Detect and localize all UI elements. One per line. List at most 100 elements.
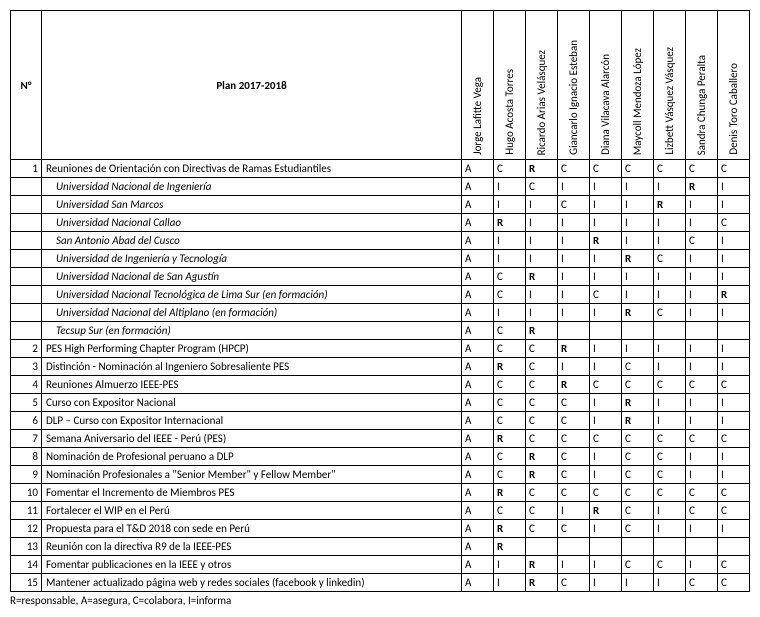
table-row: 3Distinción - Nominación al Ingeniero So… [11,358,750,376]
table-row: San Antonio Abad del CuscoAIIIRIICI [11,232,750,250]
raci-cell: C [718,484,750,502]
raci-cell: A [462,394,494,412]
raci-cell: C [622,160,654,178]
raci-cell [686,538,718,556]
row-plan: DLP – Curso con Expositor Internacional [42,412,462,430]
raci-cell: C [558,160,590,178]
raci-table: N° Plan 2017-2018 Jorge Lafitte Vega Hug… [10,10,750,592]
row-plan: Propuesta para el T&D 2018 con sede en P… [42,520,462,538]
raci-cell: A [462,358,494,376]
raci-cell: C [686,376,718,394]
raci-cell: C [494,502,526,520]
raci-cell: I [494,196,526,214]
raci-cell: C [718,214,750,232]
table-row: 4Reuniones Almuerzo IEEE-PESACCRCCCCC [11,376,750,394]
raci-cell: C [526,394,558,412]
raci-cell: I [590,340,622,358]
raci-cell [590,322,622,340]
raci-cell: C [622,430,654,448]
raci-cell: I [494,574,526,592]
table-header: N° Plan 2017-2018 Jorge Lafitte Vega Hug… [11,11,750,160]
raci-cell: A [462,286,494,304]
raci-cell [654,538,686,556]
header-person-4: Diana Vilacava Alarcón [590,11,622,160]
raci-cell: I [686,268,718,286]
raci-cell: C [494,160,526,178]
raci-cell: I [590,412,622,430]
row-num: 3 [11,358,42,376]
row-num: 1 [11,160,42,178]
raci-cell: R [494,430,526,448]
raci-cell: R [494,214,526,232]
raci-cell: C [622,502,654,520]
raci-cell: C [494,466,526,484]
raci-cell: I [526,196,558,214]
row-plan: Universidad Nacional de San Agustín [42,268,462,286]
table-row: 13Reunión con la directiva R9 de la IEEE… [11,538,750,556]
raci-cell: C [558,574,590,592]
raci-cell: I [654,286,686,304]
raci-cell: I [590,574,622,592]
raci-cell: R [686,178,718,196]
raci-cell: C [654,466,686,484]
raci-cell: C [686,160,718,178]
raci-cell: A [462,304,494,322]
raci-cell: A [462,214,494,232]
raci-cell [622,538,654,556]
raci-cell: C [654,484,686,502]
raci-cell: R [526,466,558,484]
raci-cell: R [526,574,558,592]
raci-cell: C [686,430,718,448]
header-person-0: Jorge Lafitte Vega [462,11,494,160]
table-row: 12Propuesta para el T&D 2018 con sede en… [11,520,750,538]
header-person-8: Denis Toro Caballero [718,11,750,160]
raci-cell: I [654,178,686,196]
header-plan: Plan 2017-2018 [42,11,462,160]
row-plan: Reuniones de Orientación con Directivas … [42,160,462,178]
raci-cell: I [654,520,686,538]
raci-cell: I [494,304,526,322]
row-plan: Reuniones Almuerzo IEEE-PES [42,376,462,394]
raci-cell: I [654,268,686,286]
raci-cell: C [494,394,526,412]
raci-cell: A [462,466,494,484]
raci-cell: C [494,322,526,340]
raci-cell: I [558,358,590,376]
raci-cell: A [462,160,494,178]
raci-cell: C [590,160,622,178]
row-plan: Universidad Nacional Tecnológica de Lima… [42,286,462,304]
raci-cell [686,322,718,340]
header-person-5: Maycoll Mendoza López [622,11,654,160]
raci-cell: I [686,340,718,358]
row-plan: Fomentar el Incremento de Miembros PES [42,484,462,502]
row-plan: Reunión con la directiva R9 de la IEEE-P… [42,538,462,556]
raci-cell: A [462,574,494,592]
raci-cell: I [558,502,590,520]
raci-cell: I [654,340,686,358]
row-num [11,178,42,196]
raci-cell: A [462,448,494,466]
raci-cell: C [718,574,750,592]
raci-cell: C [558,196,590,214]
raci-cell: I [686,286,718,304]
raci-cell: C [622,556,654,574]
header-person-2: Ricardo Arias Velásquez [526,11,558,160]
raci-cell: C [686,232,718,250]
raci-cell: C [622,466,654,484]
raci-cell: A [462,196,494,214]
raci-cell: I [558,214,590,232]
raci-cell: A [462,484,494,502]
raci-cell: I [718,448,750,466]
row-plan: Universidad San Marcos [42,196,462,214]
raci-cell: A [462,376,494,394]
raci-cell: I [590,448,622,466]
row-num [11,268,42,286]
raci-cell: C [718,502,750,520]
row-num [11,322,42,340]
raci-cell: C [622,376,654,394]
header-person-3: Giancarlo Ignacio Esteban [558,11,590,160]
raci-cell: I [718,358,750,376]
raci-cell: C [590,286,622,304]
raci-cell: C [654,448,686,466]
table-row: 7Semana Aniversario del IEEE - Perú (PES… [11,430,750,448]
